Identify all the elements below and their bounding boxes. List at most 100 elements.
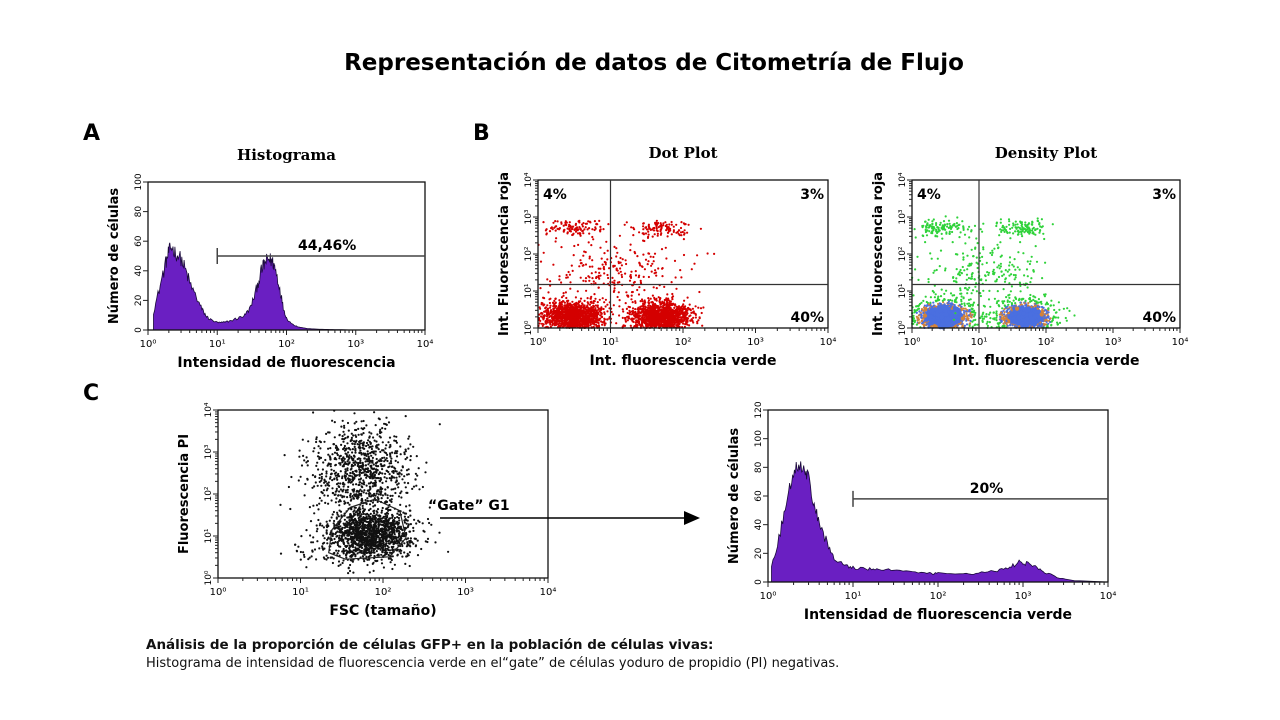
scatter-point: [595, 276, 598, 280]
scatter-point: [647, 324, 650, 327]
scatter-point: [686, 317, 690, 320]
scatter-point: [680, 318, 683, 321]
scatter-point: [931, 220, 934, 223]
histogram-area: [153, 242, 356, 331]
scatter-point: [579, 232, 582, 235]
x-tick-label: 10³: [347, 339, 364, 350]
scatter-point: [1027, 222, 1031, 225]
scatter-point: [1032, 295, 1035, 298]
scatter-point: [1019, 228, 1022, 231]
scatter-point: [946, 316, 951, 322]
scatter-point: [613, 287, 616, 290]
scatter-point: [690, 311, 693, 314]
scatter-point: [688, 303, 691, 306]
scatter-point: [600, 312, 603, 315]
scatter-point: [622, 310, 625, 313]
scatter-point: [538, 322, 541, 325]
scatter-point: [544, 307, 547, 310]
scatter-point: [588, 303, 592, 306]
scatter-point: [618, 314, 621, 317]
scatter-point: [642, 275, 645, 278]
scatter-point: [643, 268, 647, 271]
scatter-point: [589, 307, 592, 310]
scatter-point: [567, 317, 570, 320]
scatter-point: [571, 227, 574, 231]
scatter-point: [673, 315, 676, 318]
x-tick-label: 10⁴: [820, 337, 837, 348]
scatter-point: [1000, 230, 1003, 233]
scatter-point: [545, 317, 548, 321]
scatter-point: [989, 311, 992, 314]
scatter-point: [661, 275, 664, 278]
scatter-point: [562, 292, 565, 295]
scatter-point: [590, 301, 593, 304]
scatter-point: [565, 223, 568, 227]
scatter-point: [937, 230, 940, 233]
scatter-point: [1014, 230, 1017, 233]
scatter-point: [620, 264, 624, 267]
scatter-point: [949, 292, 953, 295]
scatter-point: [1034, 313, 1039, 318]
scatter-point: [964, 310, 968, 313]
scatter-point: [625, 221, 628, 224]
scatter-point: [685, 321, 688, 324]
scatter-point: [587, 325, 590, 328]
scatter-point: [679, 313, 682, 316]
scatter-point: [1041, 323, 1044, 326]
quadrant-label-upper-left: 4%: [543, 187, 567, 203]
scatter-point: [647, 299, 651, 302]
scatter-point: [677, 324, 680, 328]
scatter-point: [644, 308, 647, 311]
scatter-point: [929, 224, 932, 227]
scatter-point: [573, 303, 576, 306]
scatter-point: [691, 319, 694, 323]
scatter-point: [582, 316, 585, 319]
scatter-point: [561, 322, 564, 325]
scatter-point: [995, 319, 998, 322]
scatter-point: [948, 232, 951, 235]
scatter-point: [640, 298, 644, 301]
scatter-point: [946, 225, 949, 228]
scatter-point: [653, 233, 656, 236]
scatter-point: [591, 265, 594, 268]
scatter-point: [553, 311, 556, 314]
scatter-point: [603, 324, 606, 327]
scatter-point: [938, 298, 941, 301]
scatter-point: [1051, 223, 1054, 226]
scatter-point: [565, 276, 568, 279]
scatter-point: [932, 291, 936, 294]
scatter-point: [642, 253, 645, 256]
scatter-point: [553, 304, 556, 307]
scatter-point: [1049, 304, 1052, 307]
scatter-point: [699, 227, 703, 230]
scatter-point: [563, 307, 566, 311]
scatter-point: [961, 220, 964, 223]
scatter-point: [683, 233, 686, 236]
scatter-point: [573, 228, 576, 231]
scatter-point: [588, 265, 592, 268]
scatter-point: [651, 235, 654, 238]
scatter-point: [560, 246, 563, 249]
scatter-point: [664, 315, 668, 318]
scatter-point: [618, 234, 622, 237]
scatter-point: [1041, 225, 1044, 228]
scatter-point: [627, 315, 630, 318]
scatter-point: [960, 316, 965, 321]
scatter-point: [690, 268, 693, 271]
scatter-point: [1017, 226, 1020, 229]
scatter-point: [649, 322, 653, 325]
scatter-point: [679, 226, 683, 230]
scatter-point: [1040, 309, 1044, 313]
scatter-point: [932, 304, 935, 307]
scatter-point: [554, 220, 557, 223]
scatter-point: [560, 318, 563, 321]
scatter-point: [559, 320, 563, 323]
scatter-point: [1031, 227, 1034, 230]
scatter-point: [968, 322, 971, 325]
scatter-point: [1012, 232, 1015, 235]
scatter-point: [633, 228, 636, 231]
scatter-point: [661, 313, 664, 316]
scatter-point: [577, 312, 581, 315]
